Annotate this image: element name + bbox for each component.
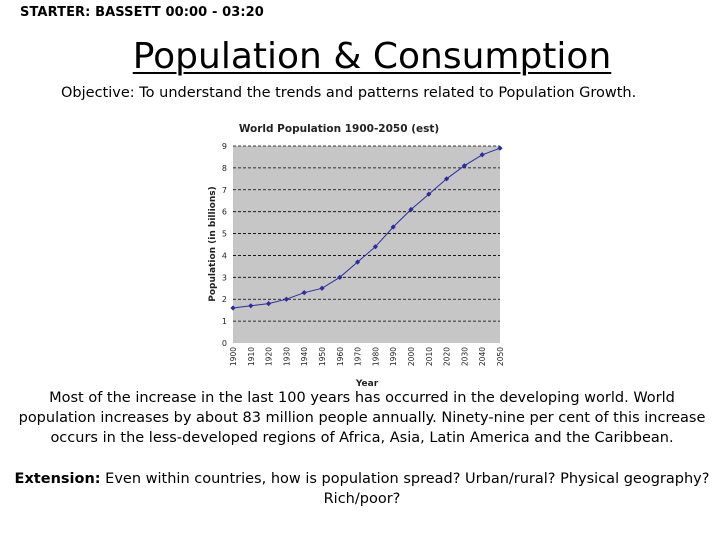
y-tick-label: 2 bbox=[222, 295, 227, 304]
x-tick-label: 2050 bbox=[496, 347, 505, 366]
y-tick-label: 3 bbox=[222, 273, 227, 282]
grid-lines bbox=[233, 145, 500, 322]
data-point bbox=[479, 152, 485, 158]
y-tick-label: 4 bbox=[222, 251, 227, 260]
y-tick-label: 1 bbox=[222, 317, 227, 326]
y-tick-label: 8 bbox=[222, 164, 227, 173]
y-tick-label: 6 bbox=[222, 208, 227, 217]
y-tick-labels: 0 1 2 3 4 5 6 7 8 9 bbox=[222, 142, 227, 348]
data-point bbox=[248, 303, 254, 309]
data-point bbox=[390, 224, 396, 230]
data-point bbox=[461, 163, 467, 169]
extension-text: Even within countries, how is population… bbox=[100, 471, 710, 507]
plot-area bbox=[233, 146, 500, 343]
x-tick-label: 1950 bbox=[318, 347, 327, 366]
y-tick-label: 9 bbox=[222, 142, 227, 151]
starter-label: STARTER: BASSETT 00:00 - 03:20 bbox=[20, 5, 264, 20]
data-point bbox=[230, 305, 236, 311]
x-tick-label: 1900 bbox=[229, 347, 238, 366]
x-tick-label: 2020 bbox=[443, 347, 452, 366]
x-tick-label: 2040 bbox=[478, 347, 487, 366]
x-tick-label: 1980 bbox=[371, 347, 380, 366]
data-point bbox=[319, 285, 325, 291]
x-tick-label: 1920 bbox=[265, 347, 274, 366]
data-point bbox=[497, 145, 503, 151]
y-tick-label: 7 bbox=[222, 186, 227, 195]
population-chart: World Population 1900-2050 (est) 0 1 2 3 4 5 6… bbox=[202, 116, 518, 390]
x-tick-label: 2010 bbox=[425, 347, 434, 366]
y-axis-label: Population (in billions) bbox=[208, 186, 218, 301]
x-axis-label: Year bbox=[355, 379, 379, 389]
x-tick-label: 1970 bbox=[354, 347, 363, 366]
x-tick-label: 1910 bbox=[247, 347, 256, 366]
data-point bbox=[408, 206, 414, 213]
extension-label: Extension: bbox=[14, 471, 101, 487]
x-tick-label: 1940 bbox=[300, 347, 309, 366]
x-tick-label: 1960 bbox=[336, 347, 345, 366]
extension-block: Extension: Even within countries, how is… bbox=[14, 469, 710, 509]
y-tick-label: 0 bbox=[222, 339, 227, 348]
objective-text: Objective: To understand the trends and … bbox=[61, 85, 637, 101]
x-tick-label: 1930 bbox=[282, 347, 291, 366]
body-paragraph: Most of the increase in the last 100 yea… bbox=[18, 390, 706, 446]
x-tick-label: 1990 bbox=[389, 347, 398, 366]
y-tick-label: 5 bbox=[222, 230, 227, 239]
chart-title: World Population 1900-2050 (est) bbox=[239, 123, 439, 135]
series-line bbox=[232, 147, 501, 309]
x-tick-label: 2000 bbox=[407, 347, 416, 366]
population-chart-svg: World Population 1900-2050 (est) 0 1 2 3 4 5 6… bbox=[208, 123, 505, 389]
page-title: Population & Consumption bbox=[132, 36, 612, 77]
x-tick-label: 2030 bbox=[460, 347, 469, 366]
x-tick-labels: 1900 1910 1920 1930 1940 1950 1960 1970 1980 1990… bbox=[229, 347, 505, 366]
data-point bbox=[426, 191, 432, 197]
